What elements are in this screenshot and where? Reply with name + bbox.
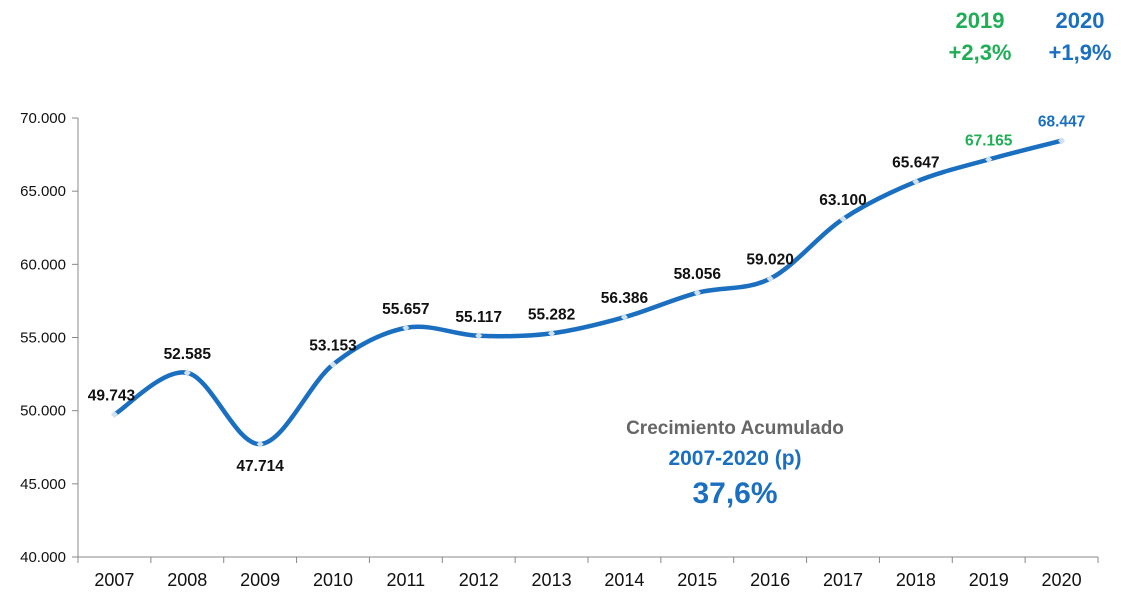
data-label: 47.714 [236,458,284,475]
annotation-value: 37,6% [692,477,778,510]
highlight-2020-year: 2020 [1055,8,1105,33]
data-label: 58.056 [674,266,722,283]
data-label: 63.100 [819,192,866,209]
x-tick-label: 2010 [313,570,353,590]
data-label: 68.447 [1038,114,1085,131]
data-label: 55.657 [382,301,429,318]
x-axis-ticks: 2007 2008 2009 2010 2011 2012 2013 2014 2015 2016… [77,557,1099,590]
highlight-2020-growth: +1,9% [1048,40,1112,65]
x-tick-label: 2018 [896,570,936,590]
data-point [475,332,483,340]
data-point [402,324,410,332]
y-tick-label: 40.000 [20,549,66,566]
data-label: 52.585 [164,346,212,363]
data-label: 65.647 [892,155,939,172]
data-label: 59.020 [746,252,793,269]
x-tick-label: 2019 [969,570,1009,590]
y-tick-label: 55.000 [20,330,66,347]
y-tick-label: 70.000 [20,110,66,127]
data-label: 55.282 [528,306,575,323]
x-tick-label: 2014 [604,570,644,590]
highlight-2019-growth: +2,3% [948,40,1012,65]
data-points [110,137,1066,448]
data-point [766,275,774,283]
annotation-period: 2007-2020 (p) [668,447,802,470]
x-tick-label: 2013 [532,570,572,590]
x-tick-label: 2020 [1042,570,1082,590]
data-label: 55.117 [455,309,502,326]
data-label: 49.743 [88,387,136,404]
data-point [839,215,847,223]
highlight-2020: 2020 +1,9% [1036,10,1121,64]
data-point [693,289,701,297]
data-labels: 49.743 52.585 47.714 53.153 55.657 55.117 55.2… [88,114,1086,475]
data-point [548,329,556,337]
x-tick-label: 2009 [240,570,280,590]
x-tick-label: 2015 [677,570,717,590]
data-point [183,369,191,377]
y-tick-label: 65.000 [20,183,66,200]
data-label: 67.165 [965,132,1013,149]
y-tick-label: 50.000 [20,403,66,420]
data-point [329,360,337,369]
data-point [110,410,118,418]
highlight-2019-year: 2019 [955,8,1005,33]
x-tick-label: 2012 [459,570,499,590]
data-point [256,440,264,448]
x-tick-label: 2017 [823,570,863,590]
data-point [985,155,993,164]
y-tick-label: 60.000 [20,256,66,273]
chart-axes [77,118,1098,558]
data-label: 56.386 [601,290,649,307]
x-tick-label: 2016 [750,570,790,590]
x-tick-label: 2007 [94,570,134,590]
x-tick-label: 2011 [386,570,425,590]
y-axis-ticks: 40.000 45.000 50.000 55.000 60.000 65.000 70.0… [20,110,78,566]
highlight-2019: 2019 +2,3% [936,10,1024,64]
series-line [112,138,1064,447]
annotation-title: Crecimiento Acumulado [626,418,844,439]
x-tick-label: 2008 [167,570,207,590]
data-label: 53.153 [309,338,357,355]
data-point [912,178,920,186]
y-tick-label: 45.000 [20,476,66,493]
data-point [620,313,628,321]
